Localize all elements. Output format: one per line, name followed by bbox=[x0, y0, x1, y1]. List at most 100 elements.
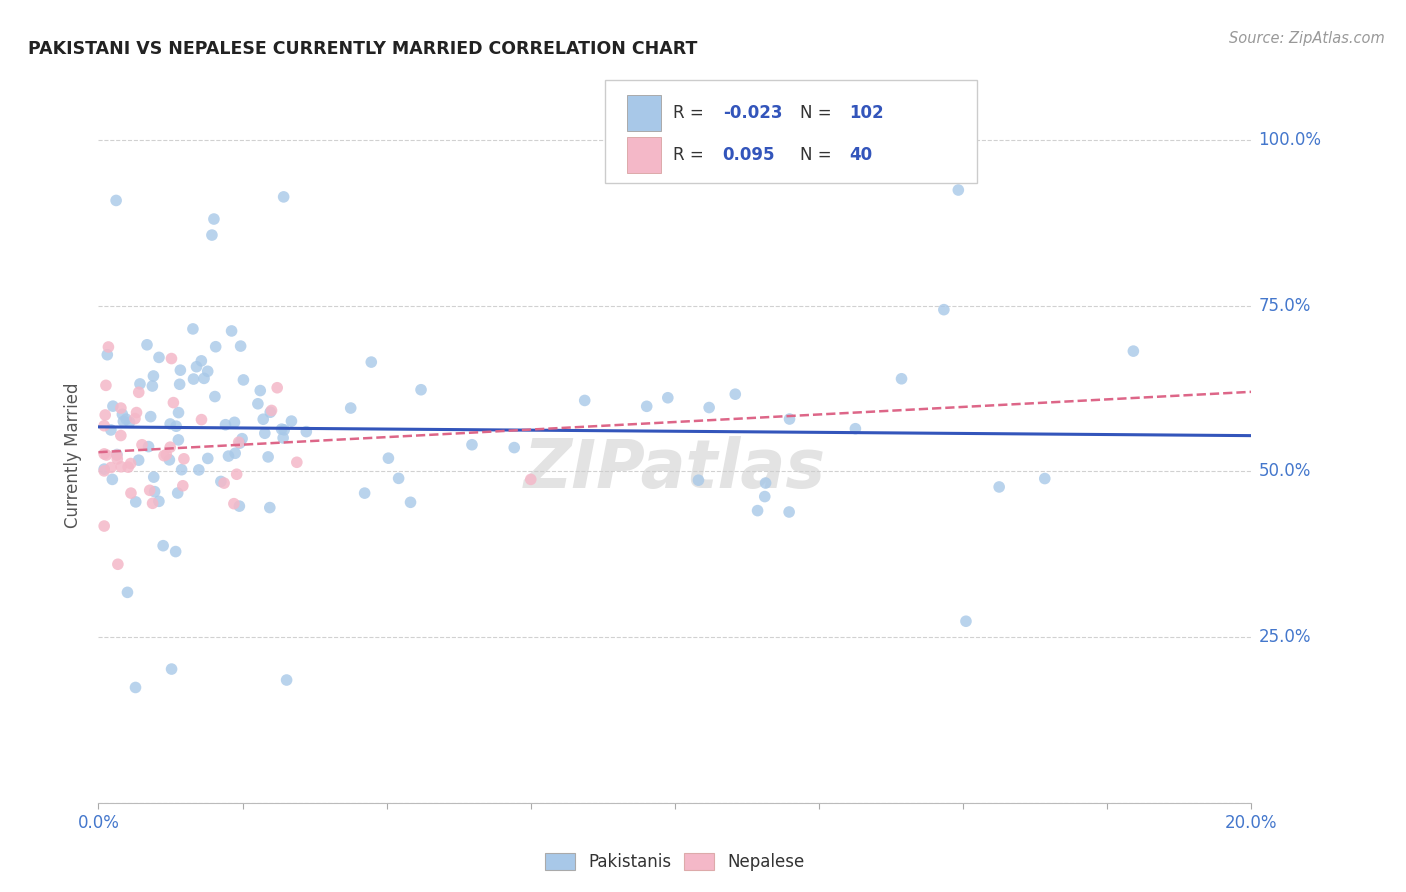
Point bbox=[204, 390, 226, 404]
Text: ZIPatlas: ZIPatlas bbox=[524, 436, 825, 502]
Point bbox=[202, 212, 225, 227]
Point bbox=[190, 412, 212, 426]
Point bbox=[212, 476, 235, 491]
Text: N =: N = bbox=[800, 103, 831, 122]
Text: 50.0%: 50.0% bbox=[1258, 462, 1310, 481]
Point bbox=[1122, 344, 1144, 359]
Point bbox=[142, 496, 165, 510]
Point bbox=[93, 462, 115, 476]
Text: 25.0%: 25.0% bbox=[1258, 628, 1310, 646]
Point bbox=[162, 395, 184, 409]
Point bbox=[276, 673, 298, 687]
Point bbox=[169, 377, 191, 392]
Point bbox=[118, 415, 141, 429]
Point bbox=[271, 431, 294, 445]
Point bbox=[115, 412, 138, 426]
Point bbox=[101, 472, 124, 486]
Point bbox=[360, 355, 382, 369]
Point bbox=[270, 422, 292, 436]
Point bbox=[105, 451, 128, 466]
Point bbox=[124, 681, 146, 695]
Point bbox=[232, 373, 254, 387]
Point bbox=[165, 419, 187, 434]
Point bbox=[125, 495, 148, 509]
Point bbox=[101, 399, 124, 413]
Point bbox=[273, 190, 295, 204]
Point bbox=[96, 448, 118, 462]
Point bbox=[105, 448, 128, 462]
Point bbox=[295, 425, 318, 439]
Point bbox=[186, 359, 208, 374]
Point bbox=[222, 497, 245, 511]
Point bbox=[201, 228, 224, 243]
Point bbox=[117, 585, 139, 599]
Point bbox=[153, 449, 176, 463]
Point bbox=[353, 486, 375, 500]
Point bbox=[152, 539, 174, 553]
Point bbox=[955, 614, 977, 628]
Point bbox=[124, 411, 146, 425]
Point bbox=[754, 490, 776, 504]
Y-axis label: Currently Married: Currently Married bbox=[65, 382, 83, 528]
Point bbox=[260, 403, 283, 417]
Point bbox=[657, 391, 679, 405]
Point bbox=[157, 453, 180, 467]
Point bbox=[229, 436, 252, 450]
Point bbox=[173, 451, 195, 466]
Point bbox=[138, 440, 160, 454]
Point bbox=[503, 441, 526, 455]
Point bbox=[110, 428, 132, 442]
Point bbox=[111, 407, 134, 421]
Point bbox=[228, 499, 250, 513]
Text: N =: N = bbox=[800, 146, 831, 164]
Point bbox=[143, 484, 166, 499]
Point bbox=[214, 417, 236, 432]
Point bbox=[399, 495, 422, 509]
Point bbox=[125, 406, 148, 420]
Point bbox=[636, 400, 658, 414]
Point bbox=[128, 453, 150, 467]
Point bbox=[257, 450, 280, 464]
Point bbox=[165, 544, 187, 558]
Point bbox=[388, 471, 411, 485]
Point bbox=[141, 379, 163, 393]
Point bbox=[249, 384, 271, 398]
Point bbox=[93, 519, 115, 533]
Point bbox=[142, 470, 165, 484]
Point bbox=[142, 369, 165, 384]
Point bbox=[747, 503, 769, 517]
Point bbox=[93, 447, 115, 461]
Text: R =: R = bbox=[673, 103, 704, 122]
Point bbox=[259, 500, 281, 515]
Point bbox=[724, 387, 747, 401]
Point bbox=[697, 401, 720, 415]
Point bbox=[131, 438, 153, 452]
Point bbox=[120, 457, 142, 471]
Point bbox=[224, 415, 246, 429]
Point bbox=[170, 463, 193, 477]
Point bbox=[225, 467, 247, 482]
Text: 40: 40 bbox=[849, 146, 872, 164]
Point bbox=[285, 455, 308, 469]
Point bbox=[778, 505, 800, 519]
Point bbox=[160, 351, 183, 366]
Point bbox=[100, 423, 122, 437]
Point bbox=[224, 446, 246, 460]
Point bbox=[183, 372, 205, 386]
Point bbox=[128, 385, 150, 400]
Text: 100.0%: 100.0% bbox=[1258, 131, 1322, 149]
Point bbox=[94, 378, 117, 392]
Point bbox=[688, 473, 710, 487]
Point bbox=[461, 438, 484, 452]
Point bbox=[229, 339, 252, 353]
Point bbox=[844, 422, 866, 436]
Point bbox=[197, 451, 219, 466]
Point bbox=[204, 340, 226, 354]
Point bbox=[167, 406, 190, 420]
Point bbox=[93, 418, 115, 433]
Point bbox=[159, 440, 181, 454]
Point bbox=[339, 401, 361, 415]
Point bbox=[231, 432, 253, 446]
Text: Source: ZipAtlas.com: Source: ZipAtlas.com bbox=[1229, 31, 1385, 46]
Text: 0.095: 0.095 bbox=[723, 146, 775, 164]
